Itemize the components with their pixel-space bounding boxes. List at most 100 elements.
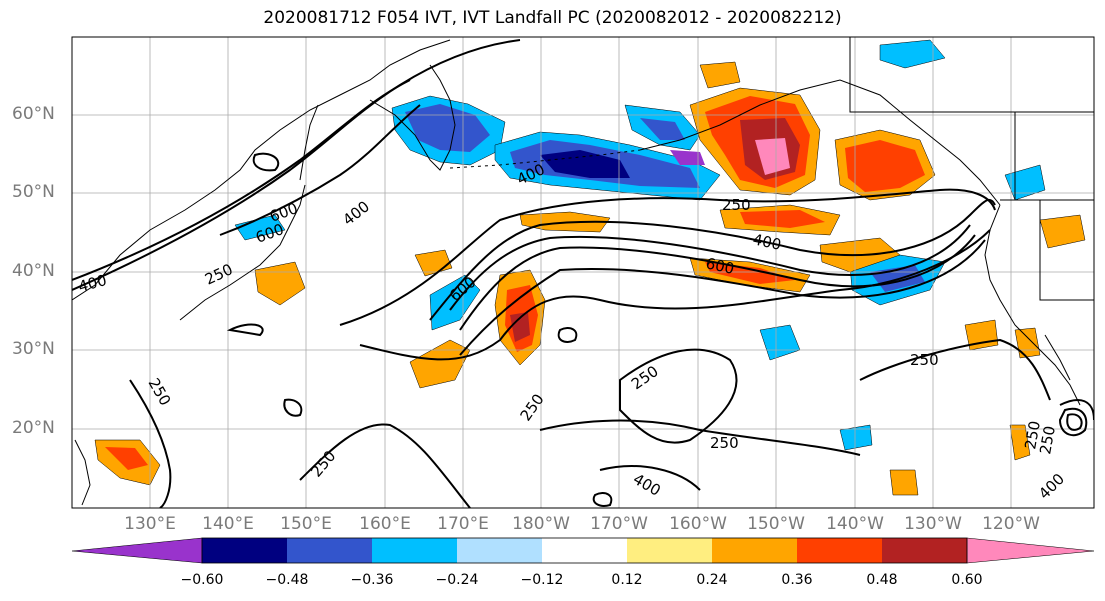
lat-label: 50°N (12, 182, 55, 202)
colorbar-tick-label: −0.12 (520, 572, 564, 588)
colorbar-tick-label: 0.60 (951, 572, 983, 588)
contour-label: 250 (910, 351, 939, 369)
positive-anomaly-region (510, 312, 530, 342)
negative-anomaly-region (670, 150, 705, 165)
lon-label: 150°W (747, 514, 805, 534)
ivt-contour-600 (459, 234, 976, 331)
ivt-contour-250 (299, 423, 471, 508)
pc-shading (94, 39, 1086, 496)
colorbar-bin (882, 538, 967, 563)
map-title: 2020081712 F054 IVT, IVT Landfall PC (20… (263, 8, 842, 28)
aleutian-islands (449, 149, 641, 169)
lat-label: 20°N (12, 418, 55, 438)
negative-anomaly-region (879, 39, 946, 69)
lon-label: 130°W (904, 514, 962, 534)
lat-label: 40°N (12, 261, 55, 281)
colorbar-extend-right (966, 537, 1095, 564)
ivt-contour-250 (283, 398, 303, 417)
colorbar-bin (202, 538, 287, 563)
colorbar-tick-label: 0.36 (781, 572, 813, 588)
lon-label: 150°E (280, 514, 332, 534)
colorbar-bin (797, 538, 882, 563)
colorbar-extend-left (71, 537, 203, 564)
lon-label: 140°E (202, 514, 254, 534)
map-border (71, 36, 1095, 509)
coastlines (72, 37, 1094, 506)
colorbar-tick-label: −0.60 (180, 572, 224, 588)
ivt-contour-250 (859, 338, 1051, 401)
kamchatka-coastline (369, 64, 456, 171)
colorbar-tick-label: −0.48 (265, 572, 309, 588)
positive-anomaly-region (740, 210, 825, 228)
positive-anomaly-region (105, 447, 148, 470)
colorbar-tick-label: 0.48 (866, 572, 898, 588)
ivt-contour-600 (1058, 407, 1088, 437)
colorbar-bin (542, 538, 627, 563)
positive-anomaly-region (964, 319, 999, 351)
asia-coastline (72, 39, 451, 301)
contour-label: 400 (751, 230, 783, 254)
ivt-contour-250 (539, 419, 861, 456)
positive-anomaly-region (705, 262, 795, 284)
baja-coastline (1044, 334, 1071, 381)
lon-label: 180°W (512, 514, 570, 534)
lat-label: 60°N (12, 104, 55, 124)
lon-label: 160°W (669, 514, 727, 534)
ivt-contour-250 (619, 348, 738, 444)
contour-labels: 600 600 400 400 250 400 250 250 600 400 … (76, 160, 1068, 503)
lon-label: 130°E (124, 514, 176, 534)
positive-anomaly-region (699, 61, 741, 89)
ivt-contour-400 (429, 198, 996, 321)
negative-anomaly-region (405, 104, 490, 152)
lon-label: 120°W (982, 514, 1040, 534)
colorbar-tick-label: 0.24 (696, 572, 728, 588)
japan-coastline (179, 184, 306, 321)
positive-anomaly-region (1009, 424, 1031, 461)
ivt-contour-250 (592, 492, 613, 507)
lon-label: 140°W (826, 514, 884, 534)
graticule (72, 37, 1094, 508)
ivt-contour-600 (1066, 413, 1083, 431)
lat-label: 30°N (12, 339, 55, 359)
north-america-coastline (984, 204, 1081, 406)
colorbar-tick-label: 0.12 (611, 572, 643, 588)
contour-label: 600 (704, 254, 736, 278)
ivt-contour-400 (599, 465, 701, 491)
ivt-contour-250 (226, 323, 264, 337)
ivt-contour-250 (72, 39, 521, 291)
positive-anomaly-region (254, 261, 306, 306)
lon-label: 170°E (437, 514, 489, 534)
colorbar-bin (372, 538, 457, 563)
contour-label: 250 (1021, 419, 1044, 450)
colorbar-bin (457, 538, 542, 563)
ivt-contour-250 (129, 379, 172, 508)
positive-anomaly-region (845, 140, 925, 192)
positive-anomaly-region (755, 138, 790, 175)
philippines-coastline (74, 439, 91, 506)
positive-anomaly-region (889, 469, 919, 496)
negative-anomaly-region (540, 150, 630, 178)
ivt-contour-600 (219, 104, 421, 236)
positive-anomaly-region (409, 339, 471, 389)
contour-label: 250 (722, 196, 751, 214)
colorbar-bin (287, 538, 372, 563)
ivt-contours (72, 39, 1094, 508)
lon-label: 170°W (590, 514, 648, 534)
negative-anomaly-region (839, 424, 873, 451)
ivt-contour-400 (72, 79, 411, 281)
state-border (1039, 200, 1094, 301)
colorbar-bin (627, 538, 712, 563)
ivt-contour-250 (557, 327, 578, 343)
contour-label: 250 (710, 434, 739, 452)
canada-border (849, 37, 1094, 113)
ivt-contour-250 (339, 188, 996, 326)
colorbar-tick-label: −0.24 (435, 572, 479, 588)
negative-anomaly-region (640, 118, 685, 140)
contour-label: 250 (1036, 424, 1059, 455)
sakhalin-coastline (299, 104, 319, 181)
colorbar-bin (712, 538, 797, 563)
colorbar (71, 537, 1095, 564)
ivt-contour-250 (252, 152, 280, 172)
colorbar-tick-label: −0.36 (350, 572, 394, 588)
